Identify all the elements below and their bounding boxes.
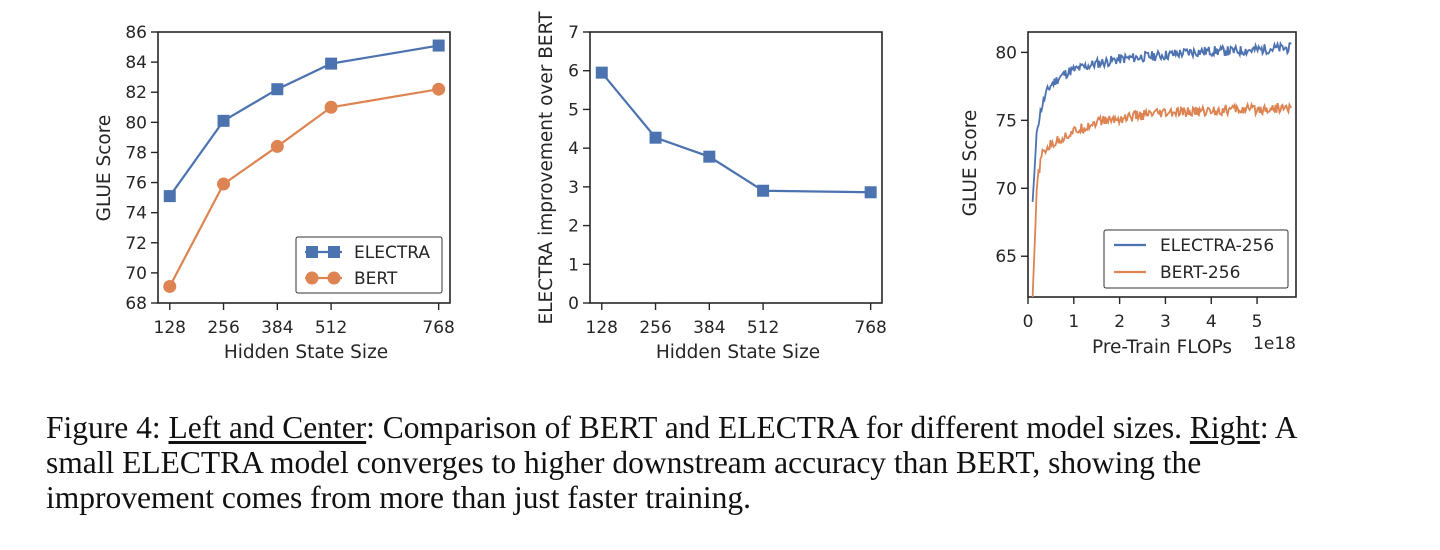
data-point-bert [324, 100, 338, 114]
caption-right-text: : A small ELECTRA model converges to hig… [46, 410, 1296, 515]
x-tick-label: 2 [1114, 312, 1125, 332]
y-tick-label: 6 [568, 62, 579, 82]
plot-frame [157, 31, 451, 304]
y-tick-label: 68 [125, 294, 147, 314]
series-line-improvement [600, 71, 871, 194]
y-tick-label: 70 [995, 179, 1017, 199]
legend-marker-bert [305, 271, 319, 285]
y-tick-label: 82 [125, 83, 147, 103]
data-point-bert [163, 279, 177, 293]
y-axis-label: GLUE Score [94, 115, 115, 222]
x-tick-label: 128 [586, 318, 618, 338]
caption-right-label: Right [1189, 410, 1260, 445]
x-axis-offset-label: 1e18 [1253, 334, 1296, 354]
x-tick-label: 5 [1252, 312, 1263, 332]
plot-frame [589, 31, 883, 304]
legend-frame [1103, 229, 1289, 289]
y-tick-label: 3 [568, 178, 579, 198]
chart-electra-improvement: 0 1 2 3 4 5 6 7 128 256 384 512 768 Hidden State Size… [536, 11, 887, 363]
data-point-electra [325, 57, 338, 70]
x-tick-label: 384 [693, 318, 725, 338]
y-tick-label: 78 [125, 143, 147, 163]
y-tick-label: 5 [568, 100, 579, 120]
x-tick-label: 512 [747, 318, 779, 338]
legend-marker-electra [328, 246, 340, 258]
y-tick-label: 4 [568, 139, 579, 159]
x-axis-label: Pre-Train FLOPs [1092, 337, 1232, 358]
y-tick-label: 65 [995, 247, 1017, 267]
series-line-electra-256 [1031, 40, 1292, 202]
data-point-electra [432, 39, 445, 52]
y-tick-label: 80 [125, 113, 147, 133]
data-point-electra [271, 83, 284, 96]
chart-glue-vs-flops: 65 70 75 80 0 1 2 3 4 5 Pre-Train FLOPs GLUE Score 1… [960, 31, 1297, 358]
data-point-improvement [595, 66, 608, 79]
y-axis-label: ELECTRA improvement over BERT [536, 11, 557, 325]
x-tick-label: 128 [154, 318, 186, 338]
legend-label-bert-256: BERT-256 [1160, 263, 1240, 283]
y-axis-label: GLUE Score [960, 110, 981, 217]
data-point-improvement [757, 184, 770, 197]
y-tick-label: 1 [568, 255, 579, 275]
series-line-electra [168, 44, 439, 197]
legend-label-bert: BERT [354, 269, 398, 289]
x-tick-label: 3 [1160, 312, 1171, 332]
y-tick-label: 2 [568, 217, 579, 237]
caption-left-center-label: Left and Center [168, 410, 367, 445]
y-tick-label: 7 [568, 23, 579, 43]
x-tick-label: 1 [1068, 312, 1079, 332]
data-point-improvement [864, 186, 877, 199]
y-tick-label: 80 [995, 43, 1017, 63]
chart-glue-vs-hidden-size: 68 70 72 74 76 78 80 82 84 86 128 256 384 512 768 Hidde… [94, 23, 455, 363]
legend-label-electra: ELECTRA [354, 243, 430, 263]
chart-legend: ELECTRA-256 BERT-256 [1103, 229, 1289, 289]
data-point-electra [217, 114, 230, 127]
data-point-improvement [703, 150, 716, 163]
x-tick-label: 768 [422, 318, 454, 338]
x-tick-label: 384 [261, 318, 293, 338]
data-point-improvement [649, 131, 662, 144]
data-point-bert [270, 139, 284, 153]
y-tick-label: 84 [125, 53, 147, 73]
y-tick-label: 74 [125, 204, 147, 224]
plot-frame [1027, 31, 1297, 298]
data-point-electra [163, 190, 176, 203]
x-tick-label: 256 [207, 318, 239, 338]
x-tick-label: 768 [854, 318, 886, 338]
y-tick-label: 86 [125, 23, 147, 43]
data-point-bert [217, 177, 231, 191]
legend-label-electra-256: ELECTRA-256 [1160, 236, 1274, 256]
y-tick-label: 72 [125, 234, 147, 254]
x-axis-label: Hidden State Size [656, 342, 820, 363]
caption-figure-label: Figure 4: [46, 410, 169, 445]
x-tick-label: 4 [1206, 312, 1217, 332]
x-tick-label: 256 [639, 318, 671, 338]
x-tick-label: 512 [315, 318, 347, 338]
x-axis-label: Hidden State Size [224, 342, 388, 363]
y-tick-label: 0 [568, 294, 579, 314]
y-tick-label: 75 [995, 111, 1017, 131]
caption-left-center-text: : Comparison of BERT and ELECTRA for dif… [366, 410, 1190, 445]
legend-marker-bert [327, 271, 341, 285]
chart-legend: ELECTRA BERT [295, 236, 443, 294]
data-point-bert [432, 82, 446, 96]
series-line-bert-256 [1031, 101, 1293, 297]
x-tick-label: 0 [1023, 312, 1034, 332]
y-tick-label: 70 [125, 264, 147, 284]
y-tick-label: 76 [125, 174, 147, 194]
legend-marker-electra [306, 246, 318, 258]
figure-caption: Figure 4: Left and Center: Comparison of… [46, 410, 1356, 515]
